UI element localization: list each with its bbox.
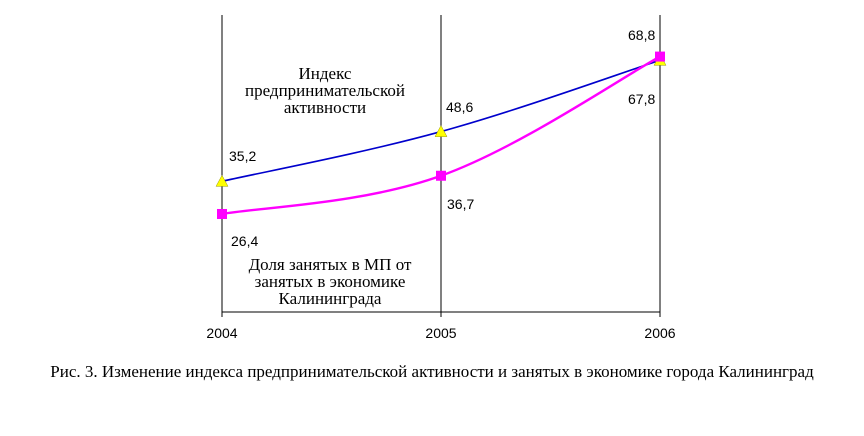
marker-share-2006 <box>655 51 665 62</box>
annotation-share-line: Калининграда <box>278 289 382 308</box>
data-label-index-2006: 67,8 <box>628 91 655 107</box>
data-label-index-2005: 48,6 <box>446 99 473 115</box>
annotation-index-line: Индекс <box>298 64 352 83</box>
series-markers <box>215 51 667 219</box>
x-tick-label-2006: 2006 <box>644 325 675 341</box>
annotation-share-line: Доля занятых в МП от <box>248 255 412 274</box>
marker-share-2004 <box>217 208 227 219</box>
annotation-index-line: активности <box>283 98 367 117</box>
marker-index-2004 <box>215 174 229 187</box>
data-label-share-2005: 36,7 <box>447 196 474 212</box>
annotation-index-line: предпринимательской <box>245 81 405 100</box>
annotation-index: Индекс предпринимательской активности <box>225 65 425 116</box>
data-label-share-2004: 26,4 <box>231 233 258 249</box>
data-label-share-2006: 68,8 <box>628 27 655 43</box>
marker-share-2005 <box>436 170 446 181</box>
x-tick-label-2005: 2005 <box>425 325 456 341</box>
annotation-share: Доля занятых в МП от занятых в экономике… <box>220 256 440 307</box>
x-tick-label-2004: 2004 <box>206 325 237 341</box>
data-label-index-2004: 35,2 <box>229 148 256 164</box>
marker-index-2005 <box>434 125 448 137</box>
figure-caption: Рис. 3. Изменение индекса предпринимател… <box>50 362 814 381</box>
annotation-share-line: занятых в экономике <box>254 272 406 291</box>
line-chart: 2004 2005 2006 35,2 48,6 67,8 26,4 36,7 … <box>206 15 676 341</box>
